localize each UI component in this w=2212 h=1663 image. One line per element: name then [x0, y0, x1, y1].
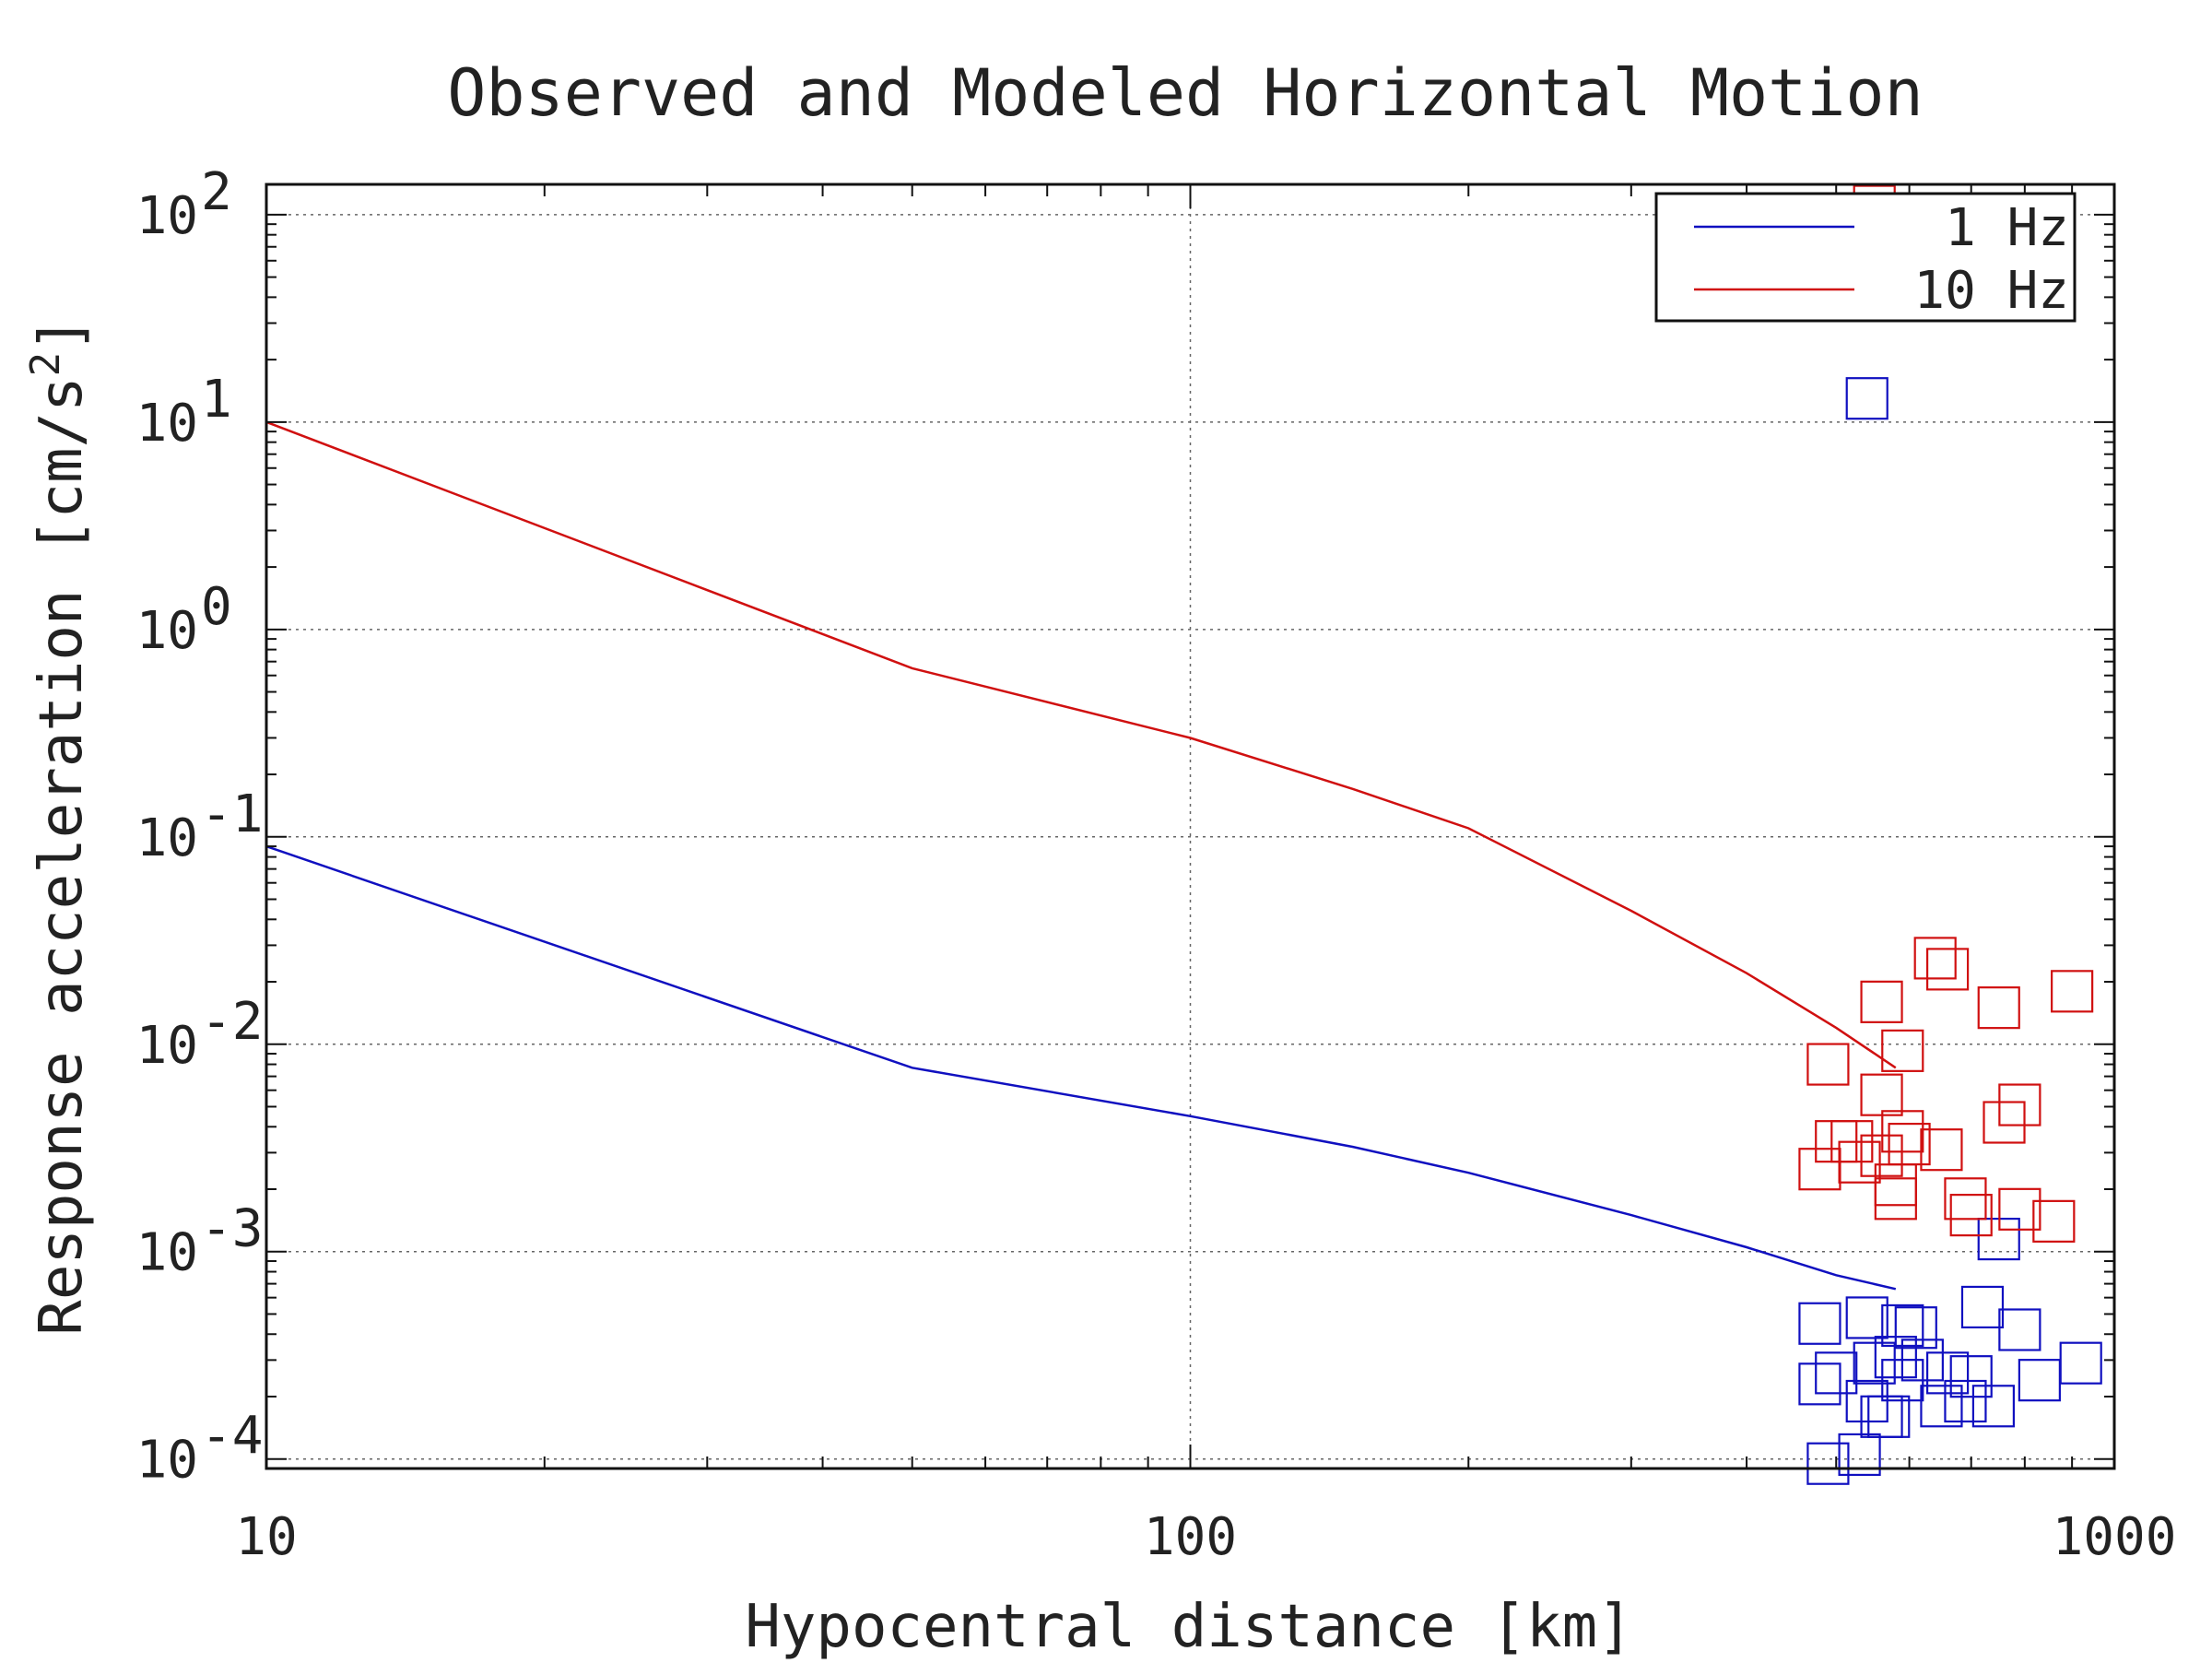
- x-axis-label: Hypocentral distance [km]: [745, 1593, 1632, 1659]
- observed-point-10hz: [1838, 1140, 1881, 1184]
- observed-point-1hz: [1806, 1442, 1850, 1485]
- y-tick-base: 10: [136, 394, 198, 454]
- y-tick-label: 10: [136, 1431, 198, 1491]
- observed-point-1hz: [1874, 1336, 1917, 1379]
- observed-point-10hz: [1860, 1134, 1903, 1177]
- observed-point-1hz: [1798, 1362, 1841, 1406]
- y-axis-label-main: Response acceleration [cm/s: [28, 376, 96, 1335]
- observed-point-1hz: [1925, 1351, 1970, 1395]
- observed-point-1hz: [1845, 1296, 1888, 1339]
- chart-title: Observed and Modeled Horizontal Motion: [447, 55, 1923, 131]
- observed-point-1hz: [1815, 1351, 1858, 1395]
- observed-point-1hz: [1971, 1385, 2016, 1428]
- y-tick-label: 10: [136, 394, 198, 454]
- observed-point-1hz: [1845, 377, 1888, 420]
- observed-point-1hz: [1853, 1341, 1896, 1385]
- observed-point-10hz: [1949, 1194, 1993, 1237]
- y-axis-label-sup: 2: [22, 352, 69, 377]
- x-tick-label: 10: [235, 1507, 297, 1567]
- y-tick-base: 10: [136, 808, 198, 868]
- x-tick-label: 100: [1144, 1507, 1237, 1567]
- y-tick-exponent: -2: [201, 992, 263, 1052]
- observed-point-10hz: [1920, 1128, 1963, 1172]
- observed-point-1hz: [1881, 1303, 1924, 1348]
- x-tick-label: 1000: [2053, 1507, 2177, 1567]
- observed-point-1hz: [1798, 1302, 1841, 1345]
- y-tick-exponent: 0: [201, 577, 232, 637]
- y-tick-exponent: 1: [201, 370, 232, 430]
- y-tick-exponent: -4: [201, 1407, 263, 1467]
- observed-point-1hz: [1998, 1308, 2041, 1351]
- y-tick-base: 10: [136, 601, 198, 661]
- y-axis-label-end: ]: [28, 316, 96, 352]
- observed-point-10hz: [1998, 1083, 2041, 1126]
- y-tick-label: 10: [136, 1223, 198, 1283]
- legend: 1 Hz 10 Hz: [1654, 192, 2077, 323]
- observed-point-10hz: [1860, 980, 1903, 1023]
- y-tick-exponent: -1: [201, 784, 263, 844]
- observed-point-1hz: [1838, 1433, 1881, 1477]
- observed-point-1hz: [1960, 1285, 2005, 1329]
- observed-point-10hz: [1874, 1177, 1917, 1221]
- y-tick-label: 10: [136, 1016, 198, 1076]
- series-line-1hz: [265, 844, 1897, 1291]
- series-layer: [265, 184, 2102, 1485]
- observed-point-10hz: [1881, 1029, 1924, 1072]
- y-tick-base: 10: [136, 1016, 198, 1076]
- y-tick-exponent: 2: [201, 162, 232, 222]
- legend-label-10hz: 10 Hz: [1913, 261, 2069, 321]
- y-axis-label: Response acceleration [cm/s2]: [22, 316, 96, 1335]
- legend-label-1hz: 1 Hz: [1945, 198, 2069, 258]
- observed-point-10hz: [2032, 1199, 2076, 1243]
- observed-point-10hz: [1806, 1043, 1850, 1086]
- legend-box: [1654, 192, 2077, 323]
- y-tick-label: 10: [136, 186, 198, 246]
- y-tick-base: 10: [136, 186, 198, 246]
- y-tick-base: 10: [136, 1431, 198, 1491]
- observed-point-10hz: [2051, 970, 2094, 1013]
- observed-point-1hz: [1845, 1379, 1888, 1423]
- observed-point-1hz: [2018, 1359, 2061, 1402]
- observed-point-10hz: [1925, 948, 1970, 991]
- observed-point-10hz: [1983, 1101, 2026, 1144]
- observed-point-10hz: [1998, 1187, 2041, 1231]
- observed-point-1hz: [1949, 1355, 1993, 1398]
- observed-point-10hz: [1977, 986, 2020, 1030]
- observed-point-1hz: [1944, 1379, 1987, 1423]
- y-tick-label: 10: [136, 808, 198, 868]
- y-tick-base: 10: [136, 1223, 198, 1283]
- y-tick-exponent: -3: [201, 1199, 263, 1259]
- series-line-10hz: [265, 420, 1897, 1069]
- observed-point-1hz: [1860, 1395, 1903, 1438]
- observed-point-10hz: [1944, 1177, 1987, 1221]
- observed-point-10hz: [1913, 937, 1957, 980]
- y-tick-label: 10: [136, 601, 198, 661]
- observed-point-1hz: [1920, 1385, 1963, 1428]
